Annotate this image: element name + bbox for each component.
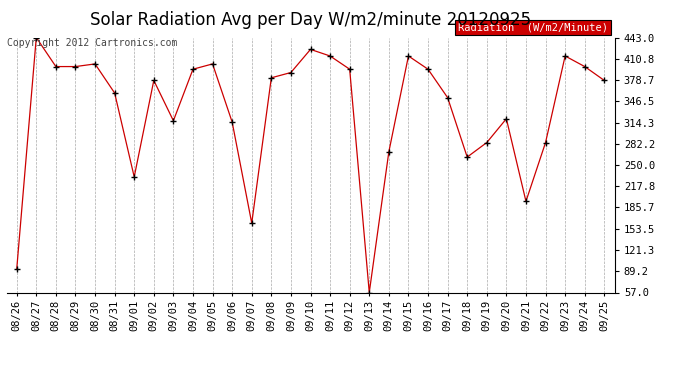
Text: Solar Radiation Avg per Day W/m2/minute 20120925: Solar Radiation Avg per Day W/m2/minute … [90, 11, 531, 29]
Text: Copyright 2012 Cartronics.com: Copyright 2012 Cartronics.com [7, 38, 177, 48]
Text: Radiation  (W/m2/Minute): Radiation (W/m2/Minute) [458, 22, 608, 32]
